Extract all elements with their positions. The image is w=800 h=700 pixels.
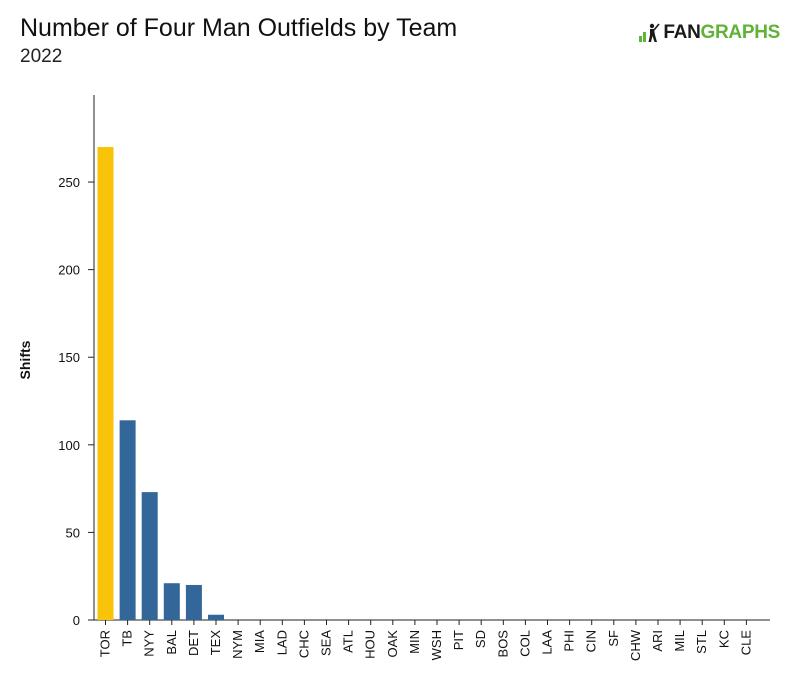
bar-bal — [163, 583, 180, 620]
x-tick-label-tb: TB — [120, 630, 135, 647]
bars — [97, 147, 224, 620]
x-tick-label-chc: CHC — [296, 630, 311, 658]
x-tick-label-hou: HOU — [363, 630, 378, 659]
x-tick-label-cle: CLE — [738, 630, 753, 656]
x-tick-label-mil: MIL — [672, 630, 687, 652]
batter-icon — [638, 22, 661, 44]
bar-det — [185, 584, 202, 620]
y-tick-label: 250 — [58, 175, 80, 190]
x-tick-label-phi: PHI — [562, 630, 577, 652]
x-tick-label-col: COL — [517, 630, 532, 657]
x-tick-label-mia: MIA — [252, 630, 267, 653]
fangraphs-logo[interactable]: FANGRAPHS — [638, 20, 780, 46]
bar-tor — [97, 147, 114, 620]
x-tick-label-laa: LAA — [540, 630, 555, 655]
y-tick-label: 150 — [58, 350, 80, 365]
x-tick-label-ari: ARI — [650, 630, 665, 652]
x-tick-label-pit: PIT — [451, 630, 466, 650]
x-tick-label-chw: CHW — [628, 629, 643, 661]
logo-text: FANGRAPHS — [663, 22, 780, 44]
x-tick-label-bal: BAL — [164, 630, 179, 655]
y-tick-label: 50 — [66, 525, 80, 540]
x-tick-label-min: MIN — [407, 630, 422, 654]
x-tick-label-tex: TEX — [208, 630, 223, 656]
chart-title: Number of Four Man Outfields by Team — [20, 14, 458, 42]
bar-tb — [119, 420, 136, 620]
x-tick-label-kc: KC — [716, 630, 731, 648]
y-tick-label: 100 — [58, 438, 80, 453]
bar-tex — [208, 614, 224, 620]
x-tick-label-lad: LAD — [274, 630, 289, 655]
x-tick-label-sf: SF — [606, 630, 621, 647]
x-tick-label-sd: SD — [473, 630, 488, 648]
x-tick-label-tor: TOR — [98, 630, 113, 657]
logo-text-graphs: GRAPHS — [700, 22, 781, 43]
x-tick-label-nym: NYM — [230, 630, 245, 659]
bar-nyy — [141, 492, 158, 620]
y-axis: 0 50 100 150 200 250 — [58, 95, 95, 628]
y-axis-label: Shifts — [17, 340, 33, 379]
x-tick-label-wsh: WSH — [429, 630, 444, 660]
x-tick-label-oak: OAK — [385, 630, 400, 658]
chart-subtitle: 2022 — [20, 46, 63, 67]
x-tick-label-cin: CIN — [584, 630, 599, 652]
x-tick-label-bos: BOS — [495, 630, 510, 658]
y-tick-label: 0 — [73, 613, 80, 628]
x-axis: TOR TB NYY BAL DET TEX NYM MIA LAD CHC SEA ATL HOU OA… — [94, 619, 770, 661]
x-tick-label-stl: STL — [694, 630, 709, 654]
x-tick-label-sea: SEA — [319, 630, 334, 656]
x-tick-label-atl: ATL — [341, 630, 356, 653]
x-tick-label-det: DET — [186, 630, 201, 656]
x-tick-label-nyy: NYY — [142, 630, 157, 657]
logo-text-fan: FAN — [663, 22, 701, 43]
y-tick-label: 200 — [58, 263, 80, 278]
